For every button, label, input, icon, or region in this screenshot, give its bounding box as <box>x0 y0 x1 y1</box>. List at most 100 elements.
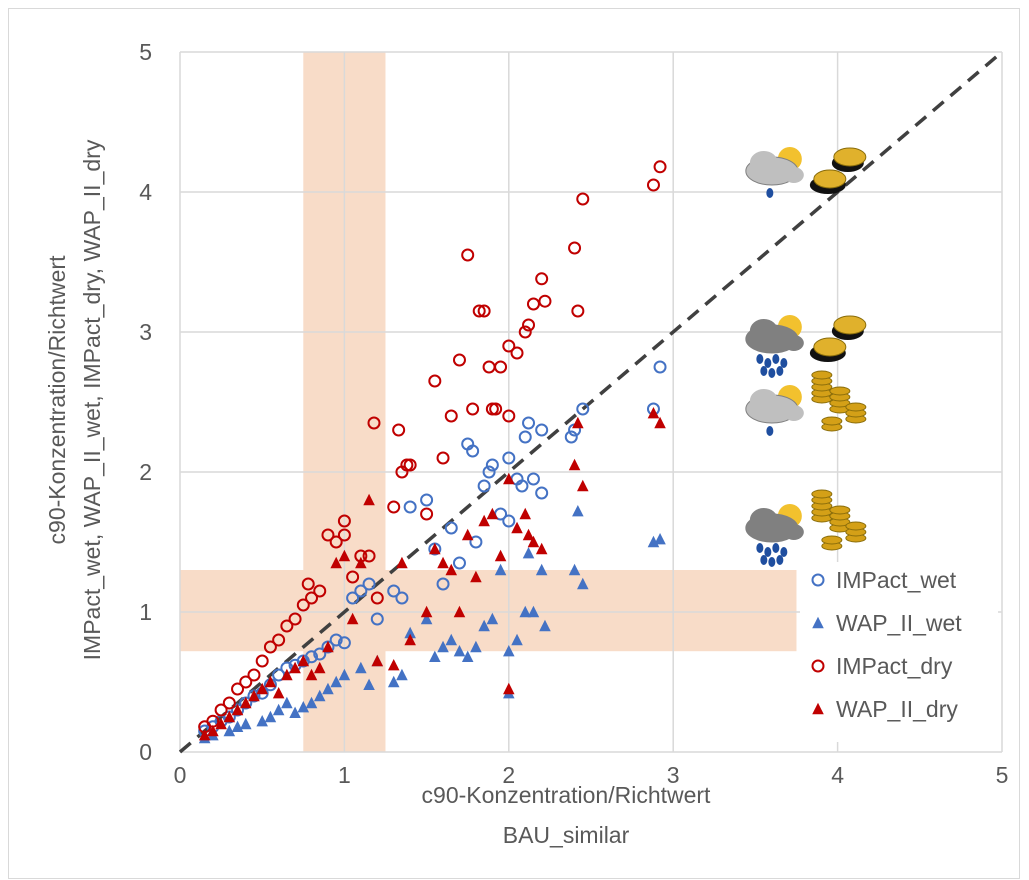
data-point-impact-wet <box>535 423 549 437</box>
data-point-wap-ii-wet <box>568 563 581 576</box>
data-point-impact-dry <box>428 374 442 388</box>
data-point-impact-wet <box>653 360 667 374</box>
identity-line <box>178 50 1004 754</box>
data-point-impact-dry <box>263 640 277 654</box>
data-point-wap-ii-dry <box>330 556 342 569</box>
data-point-impact-dry <box>510 346 524 360</box>
data-point-impact-wet <box>502 514 516 528</box>
x-tick-label: 3 <box>667 762 680 788</box>
data-point-impact-wet <box>515 479 529 493</box>
data-point-wap-ii-wet <box>437 640 449 653</box>
weather-coin-icons <box>745 147 867 567</box>
y-axis-title-line-2: IMPact_wet, WAP_II_wet, IMPact_dry, WAP_… <box>79 139 105 660</box>
data-point-wap-ii-wet <box>338 668 351 681</box>
data-point-impact-dry <box>576 192 590 206</box>
data-point-impact-wet <box>466 444 480 458</box>
data-point-wap-ii-dry <box>511 521 523 534</box>
data-point-impact-dry <box>301 577 315 591</box>
data-point-impact-dry <box>305 591 319 605</box>
data-point-impact-dry <box>367 416 381 430</box>
coin-shape <box>821 535 843 545</box>
data-point-impact-dry <box>296 598 310 612</box>
data-point-impact-dry <box>420 507 434 521</box>
coin-shape <box>829 505 851 515</box>
data-point-impact-dry <box>272 633 286 647</box>
data-point-wap-ii-wet <box>297 700 310 713</box>
data-point-impact-dry <box>522 318 536 332</box>
data-point-wap-ii-wet <box>289 706 301 719</box>
data-point-wap-ii-dry <box>503 682 515 695</box>
data-point-wap-ii-wet <box>494 563 507 576</box>
data-point-wap-ii-dry <box>486 507 499 520</box>
x-tick-label: 2 <box>502 762 515 788</box>
data-point-wap-ii-dry <box>453 605 466 618</box>
data-point-impact-dry <box>222 696 236 710</box>
data-point-impact-dry <box>646 178 660 192</box>
data-point-impact-dry <box>337 528 351 542</box>
cloud-puff-shape <box>749 151 778 175</box>
data-point-wap-ii-wet <box>429 650 441 663</box>
data-point-wap-ii-wet <box>478 619 490 632</box>
data-point-impact-wet <box>452 556 466 570</box>
series-wap-ii-wet <box>198 504 666 744</box>
raindrop-shape <box>766 426 774 436</box>
data-point-wap-ii-dry <box>522 528 535 541</box>
raindrop-shape <box>780 547 788 557</box>
coin-shape <box>813 169 847 189</box>
y-tick-label: 0 <box>139 739 152 765</box>
data-point-wap-ii-wet <box>281 696 293 709</box>
data-point-impact-dry <box>255 654 269 668</box>
data-point-impact-wet <box>354 584 368 598</box>
data-point-wap-ii-wet <box>654 532 666 545</box>
data-point-impact-dry <box>247 668 261 682</box>
data-point-impact-dry <box>370 591 384 605</box>
data-point-impact-dry <box>494 360 508 374</box>
data-point-impact-wet <box>518 430 532 444</box>
data-point-impact-dry <box>321 528 335 542</box>
data-point-impact-wet <box>535 486 549 500</box>
cloud-puff-shape <box>783 524 804 540</box>
data-point-wap-ii-dry <box>572 416 584 429</box>
data-point-wap-ii-wet <box>527 605 540 618</box>
data-point-impact-dry <box>231 682 245 696</box>
axis-titles: c90-Konzentration/Richtwert BAU_similar … <box>44 139 711 848</box>
x-tick-label: 1 <box>338 762 351 788</box>
cloud-puff-shape <box>749 508 778 532</box>
raindrop-shape <box>756 543 764 553</box>
data-point-impact-wet <box>313 647 327 661</box>
coin-shape <box>811 370 833 380</box>
data-point-impact-wet <box>485 458 499 472</box>
y-tick-label: 5 <box>139 39 152 65</box>
data-point-wap-ii-dry <box>461 528 474 541</box>
data-point-impact-dry <box>288 612 302 626</box>
data-point-wap-ii-dry <box>396 556 408 569</box>
raindrop-shape <box>776 555 784 565</box>
data-point-impact-dry <box>477 304 491 318</box>
y-axis-title-line-1: c90-Konzentration/Richtwert <box>44 255 70 545</box>
legend-label-wap-ii-dry: WAP_II_dry <box>836 696 958 722</box>
cloud-puff-shape <box>783 335 804 351</box>
data-point-wap-ii-dry <box>289 661 301 674</box>
data-point-wap-ii-wet <box>461 650 474 663</box>
coin-shape <box>821 416 843 426</box>
data-point-impact-wet <box>469 535 483 549</box>
data-point-impact-dry <box>452 353 466 367</box>
coin-shape <box>845 402 867 412</box>
data-point-impact-dry <box>337 514 351 528</box>
data-point-wap-ii-dry <box>371 654 384 667</box>
data-point-wap-ii-wet <box>313 689 326 702</box>
raindrop-shape <box>772 354 780 364</box>
data-point-wap-ii-wet <box>503 644 515 657</box>
data-point-wap-ii-dry <box>198 728 211 741</box>
data-point-impact-dry <box>482 360 496 374</box>
coin-shape <box>845 521 867 531</box>
cloud-puff-shape <box>783 405 804 421</box>
series-wap-ii-dry <box>198 406 666 741</box>
x-axis-title-line-2: BAU_similar <box>503 822 630 848</box>
data-point-wap-ii-dry <box>215 717 227 730</box>
data-point-wap-ii-wet <box>572 504 584 517</box>
raindrop-shape <box>764 358 772 368</box>
legend-label-wap-ii-wet: WAP_II_wet <box>836 610 962 636</box>
data-point-impact-dry <box>392 423 406 437</box>
